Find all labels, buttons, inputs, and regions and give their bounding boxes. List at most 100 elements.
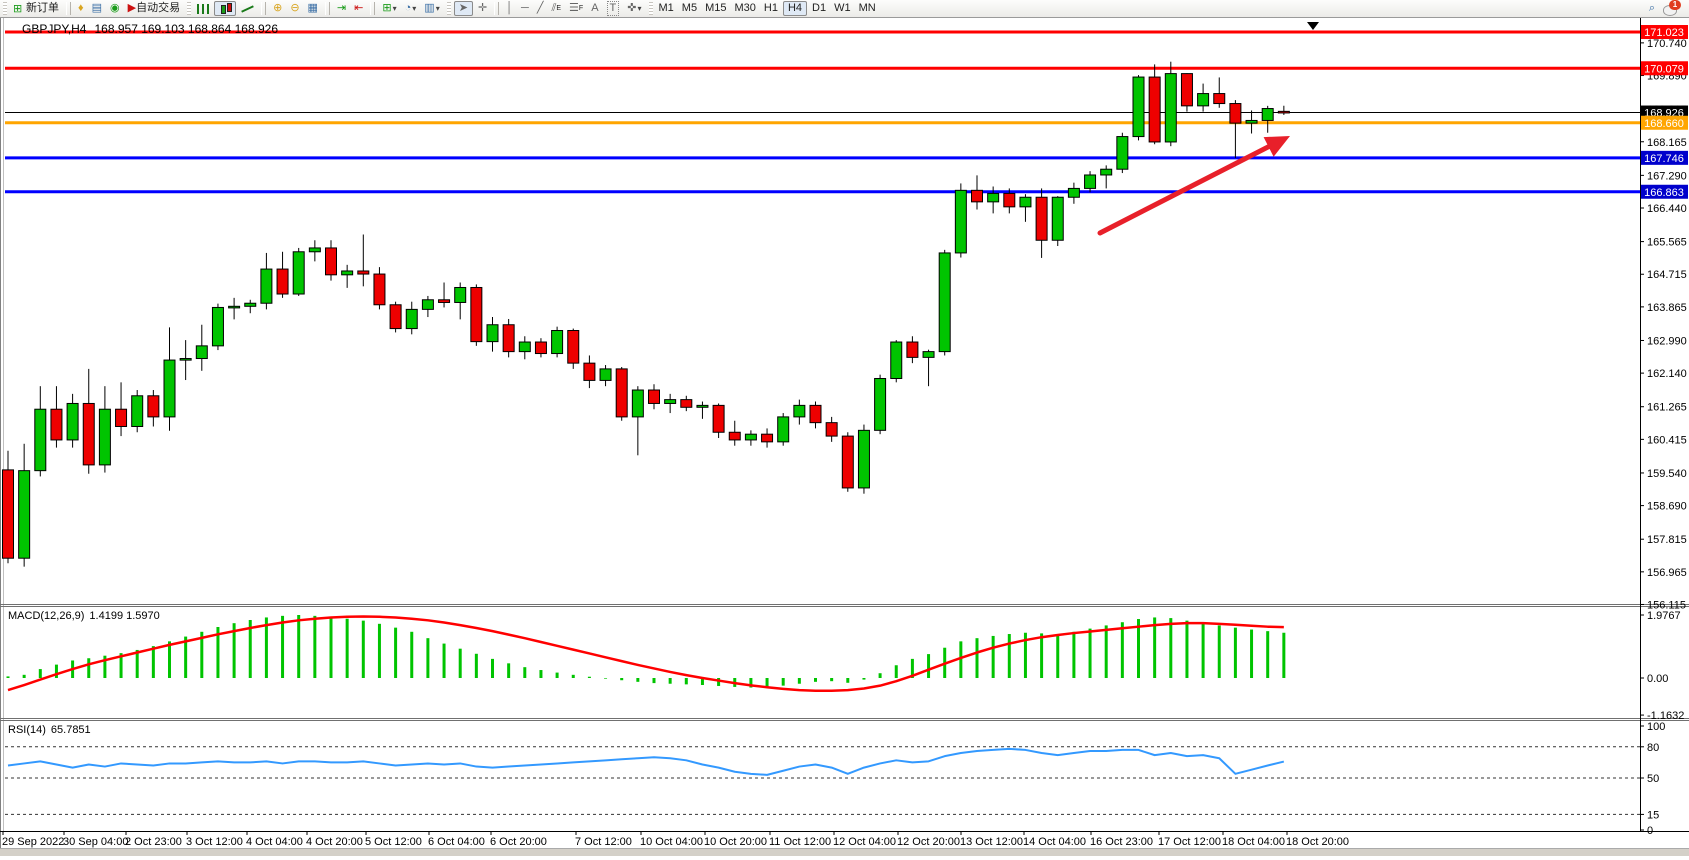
new-order-icon: ⊞ [13, 3, 23, 15]
channel-icon: ⫽ [551, 2, 557, 14]
chart-window[interactable]: GBPJPY,H4 168.957 169.103 168.864 168.926… [0, 17, 1689, 855]
text-tool-button[interactable]: A [588, 1, 601, 16]
timeframe-m1-button[interactable]: M1 [658, 2, 674, 14]
new-order-button[interactable]: ⊞ 新订单 [10, 1, 62, 16]
line-chart-button[interactable] [238, 1, 257, 16]
timeframe-h1-button[interactable]: H1 [763, 2, 778, 14]
rsi-panel[interactable] [5, 746, 1640, 815]
chevron-down-icon: ▾ [435, 4, 440, 13]
horizontal-line-tool-button[interactable]: ─ [518, 1, 532, 16]
arrows-tool-button[interactable]: ✜ ▾ [624, 1, 644, 16]
svg-text:162.140: 162.140 [1647, 368, 1687, 380]
svg-text:166.440: 166.440 [1647, 203, 1687, 215]
bar-chart-button[interactable] [194, 1, 212, 16]
svg-text:15: 15 [1647, 809, 1659, 821]
svg-text:14 Oct 04:00: 14 Oct 04:00 [1023, 836, 1086, 848]
svg-text:6 Oct 20:00: 6 Oct 20:00 [490, 836, 547, 848]
svg-text:167.746: 167.746 [1644, 153, 1684, 165]
zoom-in-button[interactable]: ⊕ [270, 1, 285, 16]
svg-text:17 Oct 12:00: 17 Oct 12:00 [1158, 836, 1221, 848]
timeframe-mn-button[interactable]: MN [858, 2, 876, 14]
svg-text:168.165: 168.165 [1647, 137, 1687, 149]
toolbar-separator [66, 2, 71, 15]
text-tool-icon: A [591, 2, 599, 14]
svg-text:156.115: 156.115 [1647, 599, 1686, 611]
profile-button[interactable]: ▤ [89, 1, 105, 16]
cursor-tool-button[interactable]: ➤ [453, 1, 473, 16]
chart-title: GBPJPY,H4 168.957 169.103 168.864 168.926 [22, 22, 278, 36]
zoom-out-button[interactable]: ⊖ [287, 1, 302, 16]
svg-text:170.079: 170.079 [1644, 63, 1684, 75]
zoom-out-icon: ⊖ [290, 2, 300, 14]
crosshair-icon: ✛ [477, 2, 488, 14]
toolbar-grip[interactable] [3, 2, 7, 15]
svg-text:0.00: 0.00 [1647, 673, 1668, 685]
toolbar-separator [324, 2, 330, 15]
periods-button[interactable]: ◔ ▾ [402, 1, 420, 16]
svg-text:10 Oct 04:00: 10 Oct 04:00 [640, 836, 703, 848]
toolbar-grip[interactable] [648, 2, 653, 15]
crosshair-tool-button[interactable]: ✛ [475, 1, 490, 16]
horizontal-level-lines[interactable] [5, 30, 1640, 194]
toolbar-grip[interactable] [446, 2, 451, 15]
channel-tool-button[interactable]: ⫽ E [548, 1, 564, 16]
price-badge-170.079: 170.079 [1641, 61, 1688, 76]
svg-text:4 Oct 04:00: 4 Oct 04:00 [246, 836, 303, 848]
toolbar-grip[interactable] [187, 2, 192, 15]
svg-text:12 Oct 20:00: 12 Oct 20:00 [897, 836, 960, 848]
svg-text:166.863: 166.863 [1644, 187, 1684, 199]
svg-text:171.023: 171.023 [1644, 27, 1684, 39]
timeframe-m15-button[interactable]: M15 [705, 2, 727, 14]
rsi-label: RSI(14) 65.7851 [8, 724, 91, 736]
timeframe-m5-button[interactable]: M5 [681, 2, 698, 14]
svg-text:157.815: 157.815 [1647, 534, 1687, 546]
candles-layer[interactable] [2, 61, 1290, 567]
signal-icon: ◉ [110, 2, 120, 14]
svg-text:1.9767: 1.9767 [1647, 610, 1681, 622]
news-button[interactable]: ◉ [107, 1, 123, 16]
chart-shift-marker[interactable] [1307, 22, 1319, 30]
indicators-button[interactable]: ⊞ ▾ [379, 1, 399, 16]
arrows-tool-icon: ✜ [627, 2, 637, 14]
svg-text:2 Oct 23:00: 2 Oct 23:00 [125, 836, 182, 848]
templates-button[interactable]: ▥ ▾ [421, 1, 442, 16]
timeframe-d1-button[interactable]: D1 [812, 2, 827, 14]
svg-text:160.415: 160.415 [1647, 434, 1687, 446]
auto-scroll-button[interactable]: ⇥ [334, 1, 349, 16]
template-icon: ▥ [424, 2, 435, 14]
svg-text:13 Oct 12:00: 13 Oct 12:00 [960, 836, 1023, 848]
alerts-button[interactable]: ♦ [75, 1, 87, 16]
notifications-button[interactable]: 1 [1660, 0, 1682, 16]
autotrading-button[interactable]: ▶ 自动交易 [125, 1, 183, 16]
text-label-tool-button[interactable]: T [604, 1, 623, 16]
candlestick-chart-button[interactable] [214, 1, 237, 16]
fibonacci-tool-button[interactable]: ☰ F [566, 1, 586, 16]
timeframe-w1-button[interactable]: W1 [834, 2, 851, 14]
svg-text:50: 50 [1647, 773, 1659, 785]
window-bottom-edge [0, 848, 1689, 856]
price-axis[interactable]: 170.740169.890169.015168.165167.290166.4… [1640, 25, 1688, 837]
autotrading-label: 自动交易 [136, 2, 181, 14]
timeframe-h4-button[interactable]: H4 [782, 1, 807, 16]
trendline-tool-button[interactable]: ╱ [534, 1, 547, 16]
vertical-line-tool-button[interactable]: │ [503, 1, 516, 16]
trend-arrow-annotation[interactable] [1097, 136, 1290, 236]
timeframe-m30-button[interactable]: M30 [734, 2, 756, 14]
svg-text:170.740: 170.740 [1647, 38, 1687, 50]
svg-text:162.990: 162.990 [1647, 335, 1687, 347]
autotrading-icon: ▶ [127, 2, 137, 14]
svg-text:18 Oct 20:00: 18 Oct 20:00 [1286, 836, 1349, 848]
search-button[interactable]: ⌕ [1646, 1, 1658, 16]
cursor-icon: ➤ [458, 2, 468, 14]
chevron-down-icon: ▾ [637, 4, 642, 13]
macd-panel[interactable] [6, 614, 1286, 692]
add-indicator-icon: ⊞ [382, 2, 392, 14]
price-badge-166.863: 166.863 [1641, 184, 1688, 199]
svg-text:80: 80 [1647, 742, 1659, 754]
chart-shift-button[interactable]: ⇤ [351, 1, 366, 16]
auto-scroll-icon: ⇥ [336, 2, 347, 14]
svg-text:10 Oct 20:00: 10 Oct 20:00 [704, 836, 767, 848]
macd-label: MACD(12,26,9) 1.4199 1.5970 [8, 610, 160, 622]
tile-windows-button[interactable]: ▦ [305, 1, 321, 16]
